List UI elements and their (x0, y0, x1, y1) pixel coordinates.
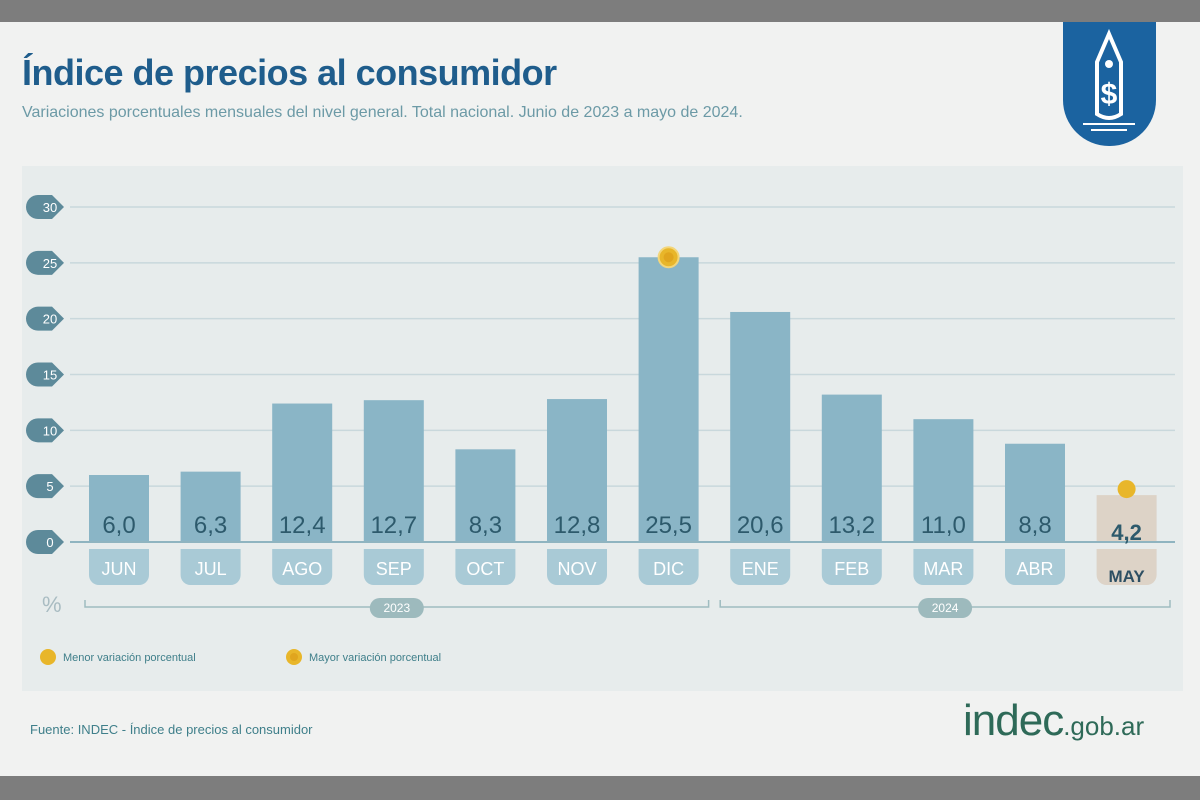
y-tick-label: 0 (46, 535, 53, 550)
brand-suffix: .gob.ar (1063, 711, 1145, 741)
month-pill (89, 549, 149, 585)
year-pill (918, 598, 973, 618)
month-pill (1096, 549, 1157, 585)
month-label: SEP (376, 559, 412, 579)
month-pill (363, 549, 424, 585)
month-label: NOV (557, 559, 596, 579)
month-pill (272, 549, 333, 585)
max-marker-inner (663, 252, 674, 263)
bar-nov (547, 399, 607, 541)
value-label: 13,2 (828, 512, 875, 539)
bar-sep (363, 400, 424, 541)
y-tick-badge (26, 306, 64, 331)
y-tick-badge (26, 474, 64, 499)
y-tick-badge (26, 418, 64, 443)
brand-name: indec (963, 696, 1064, 745)
month-label: AGO (282, 559, 322, 579)
month-label: DIC (653, 559, 684, 579)
bottom-border (0, 776, 1200, 800)
value-label: 20,6 (737, 512, 784, 539)
value-label: 12,8 (554, 512, 601, 539)
bar-abr (1005, 443, 1065, 541)
y-tick-label: 5 (46, 479, 53, 494)
bar-feb (821, 394, 882, 541)
legend-label: Mayor variación porcentual (309, 652, 441, 664)
month-label: JUN (102, 559, 137, 579)
y-tick-label: 15 (43, 368, 57, 383)
y-tick-label: 20 (43, 312, 57, 327)
top-border (0, 0, 1200, 22)
month-pill (730, 549, 791, 585)
legend-marker-inner (290, 653, 298, 661)
price-tag-dollar-icon: $ (1063, 22, 1156, 146)
page-subtitle: Variaciones porcentuales mensuales del n… (22, 104, 743, 121)
min-marker (1117, 480, 1136, 499)
year-label: 2023 (383, 601, 410, 615)
month-pill (1005, 549, 1065, 585)
value-label: 8,8 (1018, 512, 1051, 539)
month-pill (455, 549, 516, 585)
bar-jul (180, 471, 241, 541)
bar-ago (272, 403, 333, 541)
value-label: 6,3 (194, 512, 227, 539)
y-tick-badge (26, 250, 64, 275)
month-label: FEB (834, 559, 869, 579)
year-pill (369, 598, 424, 618)
month-pill (638, 549, 699, 585)
month-label: MAY (1108, 567, 1145, 586)
y-tick-label: 30 (43, 200, 57, 215)
legend-marker-min (40, 649, 56, 665)
y-tick-label: 25 (43, 256, 57, 271)
value-label: 12,7 (370, 512, 417, 539)
month-label: JUL (195, 559, 227, 579)
bar-may (1096, 495, 1157, 541)
month-pill (180, 549, 241, 585)
month-label: MAR (923, 559, 963, 579)
value-label: 6,0 (102, 512, 135, 539)
value-label: 25,5 (645, 512, 692, 539)
value-label: 11,0 (921, 512, 966, 539)
legend-label: Menor variación porcentual (63, 652, 196, 664)
bar-mar (913, 419, 974, 541)
year-label: 2024 (932, 601, 959, 615)
y-tick-badge (26, 530, 64, 554)
month-pill (821, 549, 882, 585)
y-tick-badge (26, 195, 64, 219)
y-axis-unit: % (42, 592, 62, 617)
bar-dic (638, 257, 699, 541)
bar-oct (455, 449, 516, 541)
source-note: Fuente: INDEC - Índice de precios al con… (30, 722, 313, 737)
month-label: ABR (1016, 559, 1053, 579)
month-label: ENE (742, 559, 779, 579)
bar-ene (730, 311, 791, 541)
month-label: OCT (466, 559, 504, 579)
month-pill (913, 549, 974, 585)
month-pill (547, 549, 607, 585)
bar-jun (89, 475, 149, 541)
y-tick-badge (26, 362, 64, 387)
indec-logo: indec.gob.ar (963, 696, 1144, 746)
value-label: 8,3 (469, 512, 502, 539)
svg-text:$: $ (1101, 78, 1118, 111)
page-title: Índice de precios al consumidor (22, 52, 557, 93)
y-tick-label: 10 (43, 423, 57, 438)
value-label: 4,2 (1111, 520, 1142, 545)
value-label: 12,4 (279, 512, 326, 539)
